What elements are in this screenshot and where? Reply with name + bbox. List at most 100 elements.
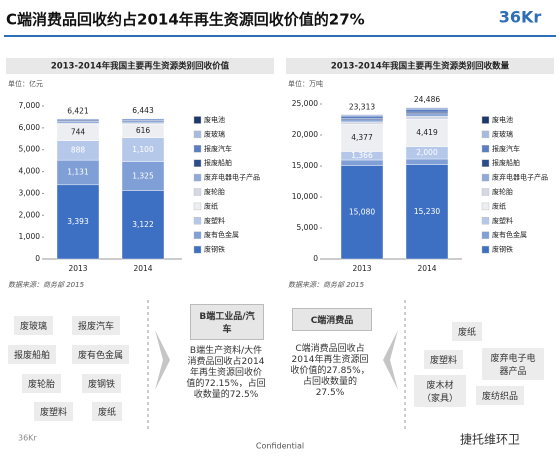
segment-label: 1,100	[132, 145, 154, 154]
legend-label: 废塑料	[492, 216, 513, 225]
y-tick-label: 5,000	[19, 145, 41, 154]
c-title: C端消费品	[292, 308, 372, 331]
legend-label: 废弃电器电子产品	[492, 173, 548, 182]
bar-segment	[121, 137, 165, 163]
segment-label: 15,080	[349, 207, 375, 216]
legend-swatch	[481, 217, 490, 225]
legend-swatch	[193, 217, 202, 225]
legend-swatch	[193, 159, 202, 167]
arrow-right	[155, 330, 170, 390]
bar-segment	[121, 161, 165, 191]
b-item: 废纸	[92, 402, 123, 421]
footer-logo: 36Kr	[18, 434, 37, 443]
legend-swatch	[193, 130, 202, 139]
y-tick-label: 20,000	[292, 130, 318, 139]
bar-segment	[121, 120, 165, 124]
bar-segment	[340, 115, 384, 119]
bar-segment	[121, 122, 165, 125]
legend-swatch	[193, 188, 202, 196]
segment-label: 744	[71, 128, 86, 137]
page-title: C端消费品回收约占2014年再生资源回收价值的27%	[6, 11, 365, 29]
bar-segment	[56, 120, 100, 124]
bar-segment	[405, 109, 449, 113]
bar-segment	[405, 111, 449, 114]
bar-segment	[340, 119, 384, 123]
legend-label: 废有色金属	[204, 230, 239, 239]
bar-segment	[405, 164, 449, 260]
bar-segment	[56, 159, 100, 186]
total-label: 24,486	[414, 95, 440, 104]
c-item: 废纸	[452, 322, 483, 341]
legend-swatch	[481, 231, 490, 239]
y-tick-label: 15,000	[292, 161, 318, 170]
arrow-left	[383, 330, 398, 390]
segment-label: 1,131	[67, 167, 89, 176]
segment-label: 888	[71, 145, 86, 154]
legend-swatch	[481, 188, 490, 196]
bar-segment	[340, 121, 384, 125]
unit-label: 单位：万吨	[288, 79, 323, 88]
y-tick-label: 1,000	[19, 232, 41, 241]
legend-label: 废玻璃	[204, 129, 225, 138]
legend-swatch	[481, 202, 490, 211]
total-label: 6,421	[67, 107, 89, 116]
c-item: 废塑料	[424, 350, 464, 369]
legend-label: 废纸	[204, 201, 218, 210]
bar-segment	[340, 159, 384, 166]
legend-swatch	[193, 116, 202, 124]
bar-segment	[340, 124, 384, 152]
c-item: 废纺织品	[476, 386, 525, 405]
segment-label: 1,325	[132, 171, 154, 180]
legend-swatch	[193, 202, 202, 211]
legend-swatch	[193, 145, 202, 153]
legend-label: 废有色金属	[492, 230, 527, 239]
legend-label: 废电池	[492, 115, 513, 124]
b-item: 报废汽车	[72, 316, 121, 335]
legend-label: 报废汽车	[492, 144, 520, 153]
chart-title: 2013-2014年我国主要再生资源类别回收数量	[331, 61, 510, 72]
bar-segment	[405, 158, 449, 165]
bar-segment	[340, 165, 384, 260]
y-tick-label: 0	[35, 254, 40, 263]
bar-segment	[405, 107, 449, 110]
unit-label: 单位：亿元	[8, 79, 43, 88]
legend-swatch	[481, 130, 490, 139]
segment-label: 4,419	[416, 128, 438, 137]
legend-swatch	[193, 231, 202, 239]
bar-segment	[121, 190, 165, 260]
legend-label: 废纸	[492, 201, 506, 210]
source-note: 数据来源：商务部 2015	[288, 281, 365, 289]
bar-segment	[405, 113, 449, 117]
legend-swatch	[481, 245, 490, 254]
x-tick-label: 2014	[417, 264, 436, 273]
x-tick-label: 2013	[68, 264, 87, 273]
legend-swatch	[481, 145, 490, 153]
x-tick-label: 2013	[352, 264, 371, 273]
legend-label: 废电池	[204, 115, 225, 124]
legend-label: 废轮胎	[492, 187, 513, 196]
y-tick-label: 2,000	[19, 210, 41, 219]
b-item: 废轮胎	[22, 374, 62, 393]
confidential: Confidential	[256, 442, 304, 451]
legend-label: 报废汽车	[204, 144, 232, 153]
b-item: 废钢铁	[82, 374, 122, 393]
legend-label: 报废船舶	[492, 158, 520, 167]
logo: 36Kr	[499, 8, 542, 27]
legend-swatch	[481, 173, 490, 182]
legend-label: 废塑料	[204, 216, 225, 225]
legend-label: 废弃电器电子产品	[204, 173, 260, 182]
c-item: 废弃电子电器产品	[482, 348, 544, 380]
legend-label: 废玻璃	[492, 129, 513, 138]
y-tick-label: 25,000	[292, 99, 318, 108]
legend-swatch	[481, 159, 490, 167]
segment-label: 4,377	[351, 133, 373, 142]
total-label: 23,313	[349, 102, 375, 111]
chart-header-band	[6, 58, 274, 74]
y-tick-label: 10,000	[292, 192, 318, 201]
segment-label: 3,122	[132, 220, 154, 229]
b-item: 报废船舶	[8, 345, 57, 364]
legend-swatch	[193, 245, 202, 254]
y-tick-label: 6,000	[19, 123, 41, 132]
